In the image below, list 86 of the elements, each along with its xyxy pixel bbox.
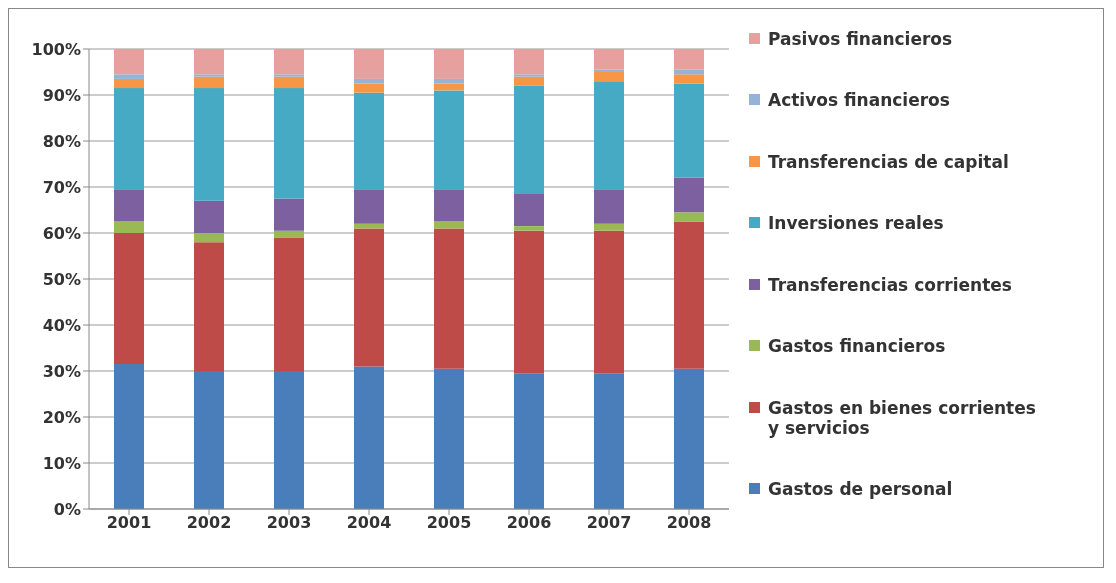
bar xyxy=(594,189,624,224)
bar xyxy=(594,49,624,70)
bar xyxy=(594,230,624,374)
bar xyxy=(354,228,384,367)
bar xyxy=(674,83,704,178)
bar xyxy=(354,189,384,224)
legend-label: Transferencias de capital xyxy=(768,151,1009,172)
y-tick-label: 40% xyxy=(42,315,81,335)
bar xyxy=(514,76,544,86)
legend-label: Gastos en bienes corrientes y servicios xyxy=(768,397,1037,438)
x-tick-label: 2005 xyxy=(426,513,472,533)
legend-label: Gastos de personal xyxy=(768,478,953,499)
bar xyxy=(354,366,384,509)
legend-label: Transferencias corrientes xyxy=(768,274,1012,295)
bar xyxy=(354,49,384,79)
bar xyxy=(194,49,224,75)
y-tick-label: 50% xyxy=(42,269,81,289)
bar xyxy=(674,74,704,84)
legend-label: Pasivos financieros xyxy=(768,29,953,49)
y-tick-label: 30% xyxy=(42,361,81,381)
bar xyxy=(274,371,304,509)
bar xyxy=(434,49,464,79)
bar xyxy=(674,177,704,213)
bar xyxy=(194,74,224,77)
x-tick-label: 2003 xyxy=(266,513,312,533)
bar xyxy=(434,189,464,222)
y-tick-label: 0% xyxy=(53,499,81,519)
bar xyxy=(674,49,704,70)
x-tick-label: 2008 xyxy=(666,513,712,533)
x-tick-label: 2004 xyxy=(346,513,392,533)
x-tick-label: 2001 xyxy=(106,513,152,533)
bar xyxy=(194,371,224,509)
y-tick-label: 100% xyxy=(31,39,81,59)
bar xyxy=(114,78,144,89)
bar xyxy=(354,78,384,84)
bar xyxy=(274,49,304,75)
bar xyxy=(434,90,464,190)
bar xyxy=(434,368,464,509)
y-tick-label: 80% xyxy=(42,131,81,151)
bar xyxy=(514,226,544,231)
bar xyxy=(514,49,544,75)
bar xyxy=(594,373,624,509)
x-tick-label: 2002 xyxy=(186,513,232,533)
bar xyxy=(594,72,624,82)
bar xyxy=(194,242,224,371)
bar xyxy=(514,85,544,194)
legend-label: Activos financieros xyxy=(768,90,950,111)
bar xyxy=(114,233,144,365)
bar xyxy=(594,223,624,231)
y-tick-label: 60% xyxy=(42,223,81,243)
bar xyxy=(514,373,544,509)
bar xyxy=(274,76,304,89)
bar xyxy=(514,74,544,77)
bar xyxy=(114,221,144,233)
y-tick-label: 20% xyxy=(42,407,81,427)
bar xyxy=(514,193,544,227)
legend-label: Gastos financieros xyxy=(768,336,946,357)
bar xyxy=(274,237,304,371)
bar xyxy=(194,233,224,243)
bar xyxy=(674,368,704,509)
bar xyxy=(434,228,464,369)
bar xyxy=(194,76,224,89)
bar xyxy=(114,364,144,509)
bar xyxy=(194,88,224,201)
bar xyxy=(594,81,624,190)
bar xyxy=(274,88,304,199)
bar xyxy=(114,189,144,222)
bar xyxy=(674,221,704,369)
bar xyxy=(354,83,384,93)
bar xyxy=(114,49,144,75)
x-tick-label: 2007 xyxy=(586,513,632,533)
x-tick-label: 2006 xyxy=(506,513,552,533)
y-tick-label: 90% xyxy=(42,85,81,105)
bar xyxy=(354,92,384,190)
bar xyxy=(274,198,304,231)
bar xyxy=(514,230,544,374)
bar xyxy=(194,200,224,233)
bar xyxy=(274,74,304,77)
bar xyxy=(114,74,144,79)
y-tick-label: 70% xyxy=(42,177,81,197)
bar xyxy=(434,78,464,84)
bar xyxy=(114,88,144,190)
legend-label: Inversiones reales xyxy=(768,213,944,234)
bar xyxy=(274,230,304,238)
y-tick-label: 10% xyxy=(42,453,81,473)
bar xyxy=(674,212,704,222)
